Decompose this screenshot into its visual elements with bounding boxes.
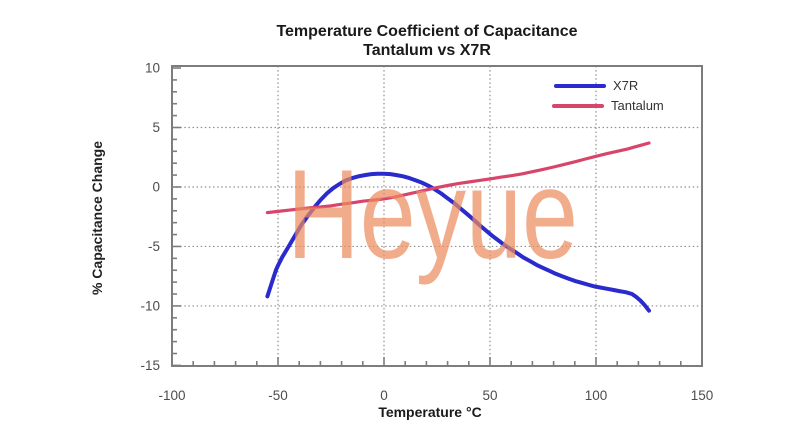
y-axis-label: % Capacitance Change xyxy=(89,140,105,296)
x-tick-label: -100 xyxy=(158,388,185,403)
chart-subtitle: Tantalum vs X7R xyxy=(363,42,491,59)
tantalum-legend-label: Tantalum xyxy=(611,98,664,113)
tantalum-legend-line xyxy=(552,103,604,108)
y-tick-label: -10 xyxy=(140,298,160,313)
x-axis-label: Temperature °C xyxy=(378,404,482,420)
y-tick-label: -5 xyxy=(148,239,160,254)
y-tick-label: 5 xyxy=(152,120,160,135)
y-tick-label: 10 xyxy=(145,61,160,76)
x-tick-label: -50 xyxy=(268,388,288,403)
x-tick-label: 50 xyxy=(482,388,497,403)
x7r-legend-label: X7R xyxy=(613,78,639,93)
y-tick-label: 0 xyxy=(152,179,160,194)
legend-item-x7r: X7R xyxy=(554,78,638,93)
series-line-x7r xyxy=(265,171,651,313)
x-tick-label: 100 xyxy=(585,388,608,403)
chart-title: Temperature Coefficient of Capacitance xyxy=(276,23,578,40)
y-tick-label: -15 xyxy=(140,358,160,373)
x-tick-label: 0 xyxy=(380,388,388,403)
legend-item-tantalum: Tantalum xyxy=(552,98,664,113)
plot-border xyxy=(171,65,703,367)
chart-title-block: Temperature Coefficient of Capacitance T… xyxy=(122,22,732,60)
watermark-text: Heyue xyxy=(287,143,578,285)
series-line-tantalum xyxy=(265,141,651,215)
x-tick-label: 150 xyxy=(691,388,714,403)
x7r-legend-line xyxy=(554,83,606,88)
